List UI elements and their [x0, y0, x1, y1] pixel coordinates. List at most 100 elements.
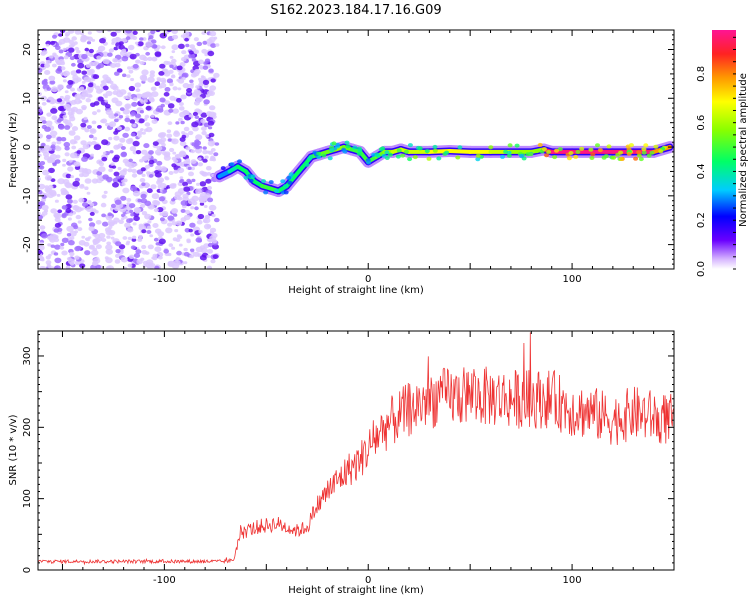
noise-speckle-dot — [74, 93, 82, 100]
signal-blob — [500, 154, 505, 159]
noise-speckle-dot — [110, 203, 117, 208]
x-tick-label: -100 — [153, 274, 176, 285]
noise-speckle-dot — [58, 38, 66, 45]
noise-speckle-dot — [183, 247, 188, 252]
noise-speckle-dot — [121, 179, 126, 183]
noise-speckle-dot — [80, 183, 84, 187]
noise-speckle-dot — [189, 222, 196, 228]
noise-speckle-dot — [150, 184, 157, 190]
noise-speckle-dot — [186, 238, 191, 243]
noise-speckle-dot — [67, 47, 75, 53]
noise-speckle-dot — [212, 254, 219, 259]
noise-speckle-dot — [172, 86, 178, 91]
noise-speckle-dot — [162, 189, 167, 193]
noise-speckle-dot — [204, 193, 211, 199]
noise-speckle-dot — [187, 198, 196, 205]
noise-speckle-dot — [169, 55, 174, 59]
noise-speckle-dot — [61, 250, 68, 256]
noise-speckle-dot — [115, 100, 123, 107]
noise-speckle-dot — [147, 56, 153, 62]
signal-blob — [304, 162, 310, 167]
noise-speckle-dot — [114, 118, 119, 123]
noise-speckle-dot — [151, 193, 160, 200]
noise-speckle-dot — [122, 132, 129, 138]
signal-blob — [400, 153, 406, 158]
noise-speckle-dot — [176, 250, 183, 256]
noise-speckle-dot — [176, 65, 183, 71]
noise-speckle-dot — [85, 63, 91, 68]
signal-blob — [321, 153, 327, 158]
noise-speckle-dot — [125, 30, 132, 34]
noise-speckle-dot — [134, 82, 142, 88]
noise-speckle-dot — [41, 148, 48, 154]
noise-speckle-dot — [134, 113, 141, 119]
noise-speckle-dot — [209, 105, 216, 111]
noise-speckle-dot — [100, 80, 105, 84]
noise-speckle-dot — [65, 182, 73, 189]
noise-speckle-dot — [132, 30, 138, 35]
noise-speckle-dot — [154, 81, 161, 86]
signal-blob — [455, 155, 461, 160]
signal-blob — [374, 152, 380, 157]
noise-speckle-dot — [161, 79, 167, 84]
noise-speckle-dot — [46, 134, 52, 140]
y-tick-label: -10 — [22, 188, 33, 204]
noise-speckle-dot — [101, 194, 107, 199]
noise-speckle-dot — [87, 82, 94, 88]
noise-speckle-dot — [118, 44, 125, 50]
noise-speckle-dot — [128, 254, 135, 259]
noise-speckle-dot — [72, 205, 80, 211]
noise-speckle-dot — [198, 65, 204, 69]
noise-speckle-dot — [124, 222, 131, 228]
noise-speckle-dot — [159, 63, 166, 69]
signal-blob — [395, 154, 401, 159]
noise-speckle-dot — [183, 251, 190, 257]
noise-speckle-dot — [145, 41, 153, 48]
noise-speckle-dot — [114, 199, 122, 205]
signal-blob — [514, 143, 520, 148]
snr-ticks: -100 0 100 0 100 200 300 — [22, 331, 675, 586]
noise-speckle-dot — [66, 233, 72, 237]
noise-speckle-dot — [139, 110, 144, 114]
signal-blob — [475, 157, 481, 162]
noise-speckle-dot — [208, 126, 213, 130]
signal-blob — [649, 150, 655, 155]
signal-blob — [475, 153, 481, 158]
noise-speckle-dot — [64, 125, 71, 130]
noise-speckle-dot — [127, 66, 132, 70]
noise-speckle-dot — [171, 30, 178, 34]
noise-speckle-dot — [102, 85, 109, 91]
noise-speckle-dot — [204, 58, 211, 63]
noise-speckle-dot — [171, 156, 177, 161]
noise-speckle-dot — [152, 199, 159, 206]
noise-speckle-dot — [121, 151, 127, 157]
noise-speckle-dot — [207, 185, 212, 190]
noise-speckle-dot — [81, 235, 85, 239]
noise-speckle-dot — [102, 74, 109, 80]
noise-speckle-dot — [159, 82, 167, 89]
noise-speckle-dot — [153, 208, 159, 213]
noise-speckle-dot — [82, 89, 88, 93]
signal-blob — [412, 155, 418, 160]
signal-blob — [552, 155, 558, 160]
noise-speckle-dot — [158, 255, 163, 260]
noise-speckle-dot — [61, 237, 69, 243]
spectrogram-frame — [37, 29, 675, 270]
noise-speckle-dot — [67, 199, 73, 204]
noise-speckle-dot — [77, 227, 83, 232]
noise-speckle-dot — [190, 82, 195, 86]
noise-speckle-dot — [96, 64, 101, 69]
noise-speckle-dot — [187, 166, 192, 170]
noise-speckle-dot — [180, 151, 187, 158]
noise-speckle-dot — [65, 194, 73, 200]
noise-speckle-dot — [174, 229, 179, 233]
signal-blob — [653, 144, 659, 149]
colorbar-ticks: 0.0 0.2 0.4 0.6 0.8 — [696, 36, 736, 277]
noise-speckle-dot — [84, 128, 90, 133]
noise-speckle-dot — [179, 141, 187, 147]
noise-speckle-dot — [50, 244, 55, 248]
noise-speckle-dot — [90, 153, 94, 157]
noise-speckle-dot — [54, 265, 61, 269]
noise-speckle-dot — [145, 164, 151, 169]
colorbar-label: Normalized spectral amplitude — [738, 73, 749, 227]
